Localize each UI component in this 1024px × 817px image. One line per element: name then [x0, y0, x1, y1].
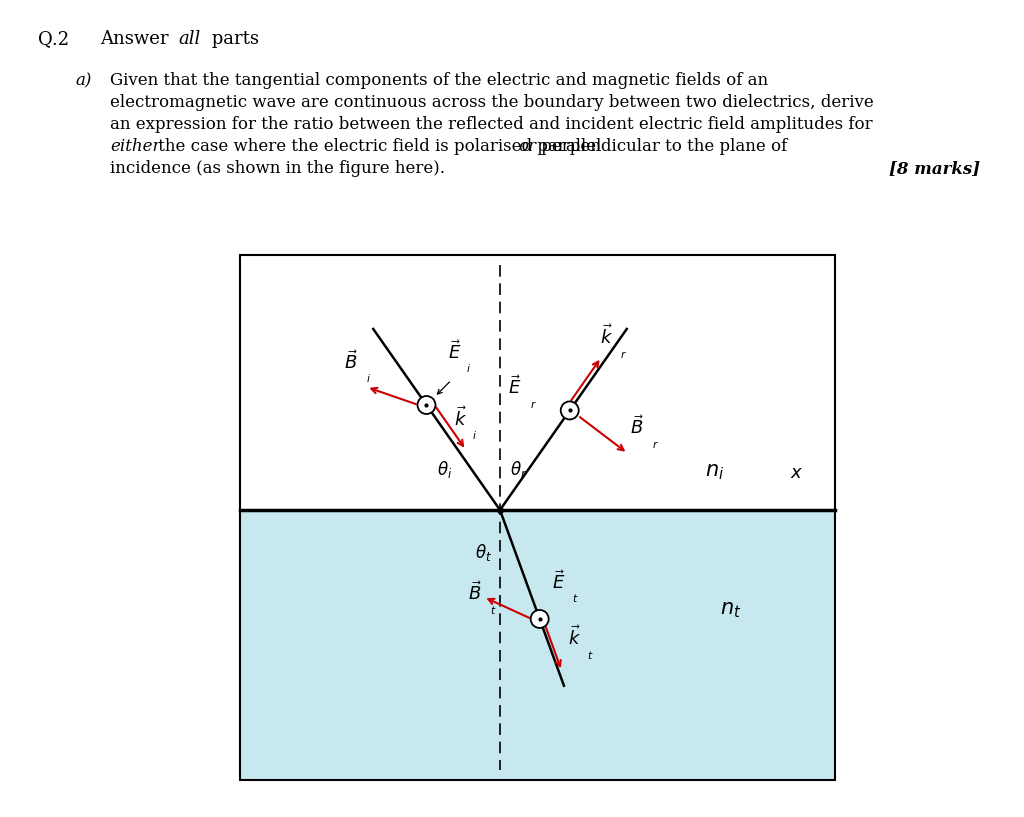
- Text: electromagnetic wave are continuous across the boundary between two dielectrics,: electromagnetic wave are continuous acro…: [110, 94, 873, 111]
- Text: [8 marks]: [8 marks]: [889, 160, 980, 177]
- Text: perpendicular to the plane of: perpendicular to the plane of: [536, 138, 787, 155]
- Text: $_i$: $_i$: [367, 371, 372, 385]
- Text: $n_i$: $n_i$: [705, 462, 724, 482]
- Text: Q.2: Q.2: [38, 30, 70, 48]
- Circle shape: [561, 401, 579, 419]
- Text: the case where the electric field is polarised parallel: the case where the electric field is pol…: [153, 138, 606, 155]
- Text: Answer: Answer: [100, 30, 174, 48]
- Text: $_t$: $_t$: [587, 648, 593, 662]
- Text: $x$: $x$: [790, 464, 803, 482]
- Text: $\vec{k}$: $\vec{k}$: [567, 625, 581, 649]
- Text: an expression for the ratio between the reflected and incident electric field am: an expression for the ratio between the …: [110, 116, 872, 133]
- Text: parts: parts: [206, 30, 259, 48]
- Text: $_r$: $_r$: [529, 396, 537, 410]
- Text: $\vec{E}$: $\vec{E}$: [552, 570, 565, 593]
- Text: a): a): [75, 72, 91, 89]
- Text: all: all: [178, 30, 201, 48]
- Circle shape: [530, 610, 549, 628]
- Bar: [240, 255, 835, 780]
- Text: $\vec{k}$: $\vec{k}$: [455, 406, 468, 430]
- Bar: [240, 255, 835, 510]
- Text: or: or: [518, 138, 536, 155]
- Bar: [240, 510, 835, 780]
- Text: $\vec{B}$: $\vec{B}$: [344, 350, 358, 373]
- Text: $_t$: $_t$: [489, 603, 497, 617]
- Text: $\theta_r$: $\theta_r$: [510, 459, 527, 480]
- Text: $\vec{k}$: $\vec{k}$: [600, 324, 612, 348]
- Text: either: either: [110, 138, 161, 155]
- Text: $_i$: $_i$: [467, 361, 471, 375]
- Text: incidence (as shown in the figure here).: incidence (as shown in the figure here).: [110, 160, 445, 177]
- Text: $_r$: $_r$: [651, 436, 658, 450]
- Circle shape: [418, 396, 435, 414]
- Text: Given that the tangential components of the electric and magnetic fields of an: Given that the tangential components of …: [110, 72, 768, 89]
- Text: $_t$: $_t$: [571, 591, 579, 605]
- Text: $\theta_i$: $\theta_i$: [436, 459, 452, 480]
- Text: $\vec{E}$: $\vec{E}$: [449, 340, 462, 363]
- Text: $\vec{B}$: $\vec{B}$: [630, 416, 644, 439]
- Text: $_i$: $_i$: [472, 428, 477, 442]
- Text: $_r$: $_r$: [620, 346, 627, 360]
- Text: $\vec{E}$: $\vec{E}$: [508, 376, 521, 399]
- Text: $n_t$: $n_t$: [720, 600, 741, 620]
- Text: $\vec{B}$: $\vec{B}$: [468, 581, 481, 604]
- Text: $\theta_t$: $\theta_t$: [475, 542, 492, 563]
